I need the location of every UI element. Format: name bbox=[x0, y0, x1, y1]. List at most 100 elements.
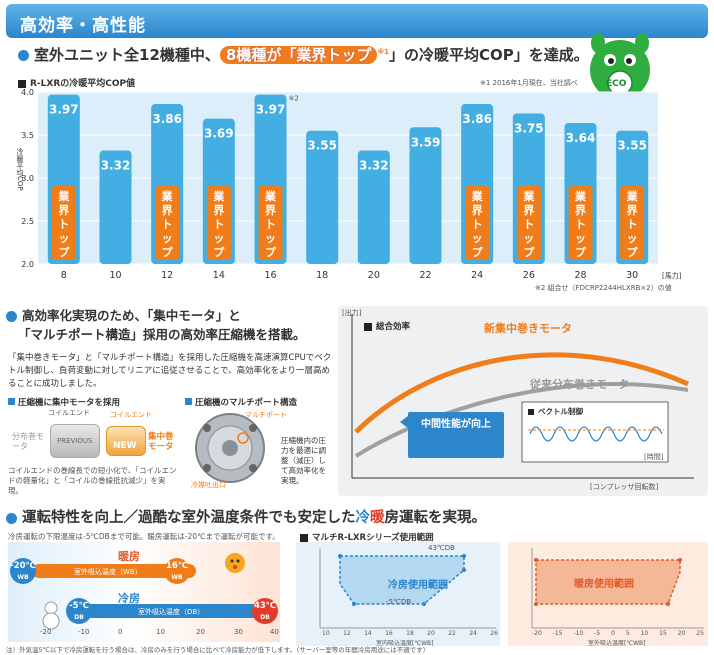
heat-high-badge: 16℃ WB bbox=[164, 558, 190, 584]
industry-top-label: 業 bbox=[161, 189, 174, 203]
bar-value-label: 3.55 bbox=[617, 139, 647, 153]
industry-top-badge bbox=[516, 186, 541, 260]
x-tick-label: 20 bbox=[368, 270, 380, 281]
bar-value-label: 3.97 bbox=[49, 103, 79, 117]
caption1: コイルエンドの巻線長での短小化で、「コイルエンドの軽量化」と「コイルの巻線抵抗減… bbox=[8, 466, 177, 495]
y-tick-label: 3.0 bbox=[21, 174, 34, 183]
industry-top-badge bbox=[155, 186, 180, 260]
industry-top-label: 界 bbox=[472, 204, 483, 217]
bullet-icon bbox=[6, 512, 17, 524]
industry-top-badge bbox=[620, 186, 645, 260]
x-tick-label: 28 bbox=[574, 270, 586, 281]
x-tick-label: 30 bbox=[626, 270, 638, 281]
industry-top-label: プ bbox=[627, 245, 639, 259]
x-tick-label: 18 bbox=[316, 270, 328, 281]
cool-high-badge: 43℃ DB bbox=[252, 598, 278, 624]
bar-value-label: 3.86 bbox=[152, 112, 182, 126]
section2-body: 「集中巻きモータ」と「マルチポート構造」を採用した圧縮機を高速演算CPUでベクト… bbox=[8, 353, 332, 389]
heating-range-bar: 室外吸込温度（WB） bbox=[32, 564, 196, 578]
industry-top-label: ト bbox=[265, 218, 276, 231]
bar bbox=[306, 130, 339, 264]
industry-top-label: ッ bbox=[213, 232, 224, 245]
footnote-2: ※2 組合せ（FDCRP2244HLXRB×2）の値 bbox=[535, 284, 672, 292]
cooling-range-chart: 43℃DB -5℃DB 冷房使用範囲 10 12 14 16 18 20 22 24 26 室内… bbox=[296, 542, 500, 647]
bar-value-label: 3.75 bbox=[514, 122, 544, 136]
industry-top-label: プ bbox=[213, 245, 225, 259]
cop-chart-svg: 2.0 2.5 3.0 3.5 4.0 冷暖平均COP 3.97 8 業界トップ 3.32 10 3.… bbox=[16, 88, 682, 281]
industry-top-label: ト bbox=[523, 218, 534, 231]
bar bbox=[357, 150, 390, 264]
industry-top-label: 界 bbox=[58, 204, 69, 217]
section3-title: 運転特性を向上／過酷な室外温度条件でも安定した冷暖房運転を実現。 bbox=[6, 506, 486, 527]
bar-value-label: 3.32 bbox=[101, 158, 131, 172]
bar-value-label: 3.32 bbox=[359, 158, 389, 172]
motor-illustration: コイルエンド コイルエンド 分布巻モータ PREVIOUS NEW 集中巻モータ bbox=[8, 408, 180, 464]
industry-top-badge bbox=[258, 186, 283, 260]
temp-range-graphic: 暖房 室外吸込温度（WB） -20℃ WB 16℃ WB 冷房 室外吸込温度（DB）… bbox=[8, 542, 280, 642]
section3-desc: 冷房運転の下限温度は-5℃DBまで可能。暖房運転は-20℃まで運転が可能です。 bbox=[8, 532, 280, 541]
y-tick-label: 2.5 bbox=[21, 217, 34, 226]
mid-performance-label: 中間性能が向上 bbox=[421, 419, 491, 430]
x-tick-label: 10 bbox=[109, 270, 121, 281]
footnote-1: ※1 2016年1月現在、当社調べ bbox=[480, 79, 578, 87]
industry-top-badge bbox=[51, 186, 76, 260]
industry-top-label: ッ bbox=[472, 232, 483, 245]
note2-mark: ※2 bbox=[289, 95, 299, 103]
eco-label: ECO bbox=[606, 79, 627, 89]
y-tick-label: 3.5 bbox=[21, 131, 34, 140]
y-axis-label: 冷暖平均COP bbox=[16, 147, 24, 190]
industry-top-label: プ bbox=[575, 245, 587, 259]
x-axis-unit: [馬力] bbox=[662, 271, 682, 280]
square-bullet-icon bbox=[300, 533, 308, 542]
new-motor: NEW bbox=[106, 426, 146, 456]
heat-xticks: -20 -15 -10 -5 0 5 10 15 20 25 bbox=[532, 630, 704, 637]
cooling-range-svg bbox=[319, 548, 496, 629]
industry-top-badge bbox=[465, 186, 490, 260]
industry-top-label: ト bbox=[58, 218, 69, 231]
industry-top-label: ト bbox=[472, 218, 483, 231]
bar-value-label: 3.64 bbox=[566, 131, 596, 145]
industry-top-label: 界 bbox=[523, 204, 534, 217]
section2-title: 高効率化実現のため、「集中モータ」と 「マルチポート構造」採用の高効率圧縮機を搭… bbox=[6, 306, 331, 344]
sun-icon bbox=[225, 553, 245, 573]
industry-top-label: 業 bbox=[264, 189, 277, 203]
temp-axis: -20 -10 0 10 20 30 40 bbox=[40, 628, 279, 636]
x-tick-label: 22 bbox=[419, 270, 431, 281]
industry-top-label: ト bbox=[575, 218, 586, 231]
industry-top-label: 界 bbox=[162, 204, 173, 217]
x-tick-label: 16 bbox=[264, 270, 276, 281]
industry-top-label: ッ bbox=[162, 232, 173, 245]
cool-area-label: 冷房使用範囲 bbox=[388, 580, 448, 591]
heat-area-label: 暖房使用範囲 bbox=[574, 579, 634, 590]
heating-range-svg bbox=[531, 548, 704, 629]
efficiency-chart-svg bbox=[351, 314, 694, 479]
new-motor-label: 新集中巻きモータ bbox=[484, 322, 572, 335]
headline: 室外ユニット全12機種中、 8機種が「業界トップ ※1」の冷暖平均COP」を達成。 bbox=[18, 44, 589, 65]
industry-top-label: 界 bbox=[575, 204, 586, 217]
bar-value-label: 3.55 bbox=[307, 139, 337, 153]
range-title: マルチR-LXRシリーズ使用範囲 bbox=[300, 531, 434, 543]
bullet-icon bbox=[18, 50, 29, 61]
industry-top-label: 業 bbox=[574, 189, 587, 203]
industry-top-label: ッ bbox=[523, 232, 534, 245]
industry-top-label: プ bbox=[58, 245, 70, 259]
bar bbox=[409, 127, 442, 264]
cool-low-badge: -5℃ DB bbox=[66, 598, 92, 624]
bar-value-label: 3.69 bbox=[204, 127, 234, 141]
bullet-icon bbox=[6, 311, 17, 322]
headline-highlight: 8機種が「業界トップ bbox=[219, 46, 378, 64]
bar bbox=[99, 150, 132, 264]
chart-label: R-LXRの冷暖平均COP値 bbox=[18, 76, 135, 89]
industry-top-label: 界 bbox=[627, 204, 638, 217]
x-tick-label: 8 bbox=[61, 270, 67, 281]
heat-low-badge: -20℃ WB bbox=[10, 558, 36, 584]
industry-top-label: プ bbox=[162, 245, 174, 259]
industry-top-label: 業 bbox=[522, 189, 535, 203]
industry-top-label: プ bbox=[265, 245, 277, 259]
bar-value-label: 3.97 bbox=[256, 103, 286, 117]
sub1-title: 圧縮機に集中モータを採用 bbox=[8, 396, 120, 408]
sub2-title: 圧縮機のマルチポート構造 bbox=[185, 396, 297, 408]
industry-top-label: ッ bbox=[58, 232, 69, 245]
x-tick-label: 24 bbox=[471, 270, 483, 281]
industry-top-label: 界 bbox=[265, 204, 276, 217]
